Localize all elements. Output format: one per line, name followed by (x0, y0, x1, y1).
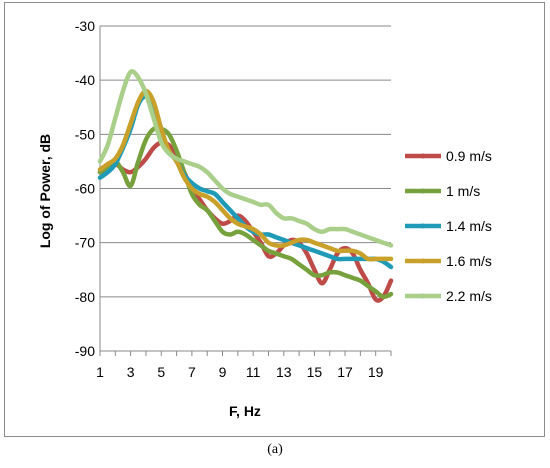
x-axis-title: F, Hz (229, 403, 261, 419)
x-tick-label: 5 (157, 364, 165, 380)
grid-layer (100, 25, 391, 352)
legend-label-2-2-m-s: 2.2 m/s (446, 288, 492, 304)
legend-marker-1-m-s (420, 188, 426, 194)
legend-marker-0-9-m-s (420, 153, 426, 159)
legend-label-1-m-s: 1 m/s (446, 183, 480, 199)
series-line-1-m-s (97, 125, 394, 300)
y-tick-label: -60 (75, 181, 95, 197)
legend-marker-2-2-m-s (420, 293, 426, 299)
x-tick-label: 3 (127, 364, 135, 380)
legend-marker-1-6-m-s (420, 258, 426, 264)
x-tick-label: 9 (219, 364, 227, 380)
y-tick-label: -50 (75, 126, 95, 142)
x-tick-label: 7 (188, 364, 196, 380)
series-line-1-4-m-s (97, 94, 394, 270)
x-tick-label: 19 (368, 364, 384, 380)
series-line-2-2-m-s (97, 69, 394, 248)
series-line-1-6-m-s (97, 88, 394, 262)
figure-caption: (a) (267, 442, 283, 457)
legend-label-1-6-m-s: 1.6 m/s (446, 253, 492, 269)
x-tick-label: 11 (246, 364, 261, 380)
line-chart: -30-40-50-60-70-80-901 3 5 7 9 11 13 15 17 19 0.9… (37, 18, 492, 419)
series-layer (97, 69, 394, 303)
x-tick-label: 13 (276, 364, 292, 380)
axis-layer (99, 26, 392, 356)
legend-marker-1-4-m-s (420, 223, 426, 229)
legend: 0.9 m/s 1 m/s 1.4 m/s 1.6 m/s 2.2 m/s (405, 148, 492, 304)
legend-label-1-4-m-s: 1.4 m/s (446, 218, 492, 234)
x-tick-label: 17 (337, 364, 353, 380)
label-layer: -30-40-50-60-70-80-901 3 5 7 9 11 13 15 17 19 (75, 18, 384, 380)
y-tick-label: -90 (75, 343, 95, 359)
chart-frame: -30 -40 -50 -60 -70 -80 -90 1 3 5 7 9 11 13 15 17 19 0.9… (4, 2, 545, 437)
y-tick-label: -80 (75, 289, 95, 305)
legend-label-0-9-m-s: 0.9 m/s (446, 148, 492, 164)
y-axis-title: Log of Power, dB (37, 134, 53, 248)
y-tick-label: -70 (75, 235, 95, 251)
y-tick-label: -40 (75, 72, 95, 88)
y-tick-label: -30 (75, 18, 95, 34)
x-tick-label: 1 (96, 364, 104, 380)
series-line-0-9-m-s (97, 140, 394, 303)
x-tick-label: 15 (307, 364, 323, 380)
